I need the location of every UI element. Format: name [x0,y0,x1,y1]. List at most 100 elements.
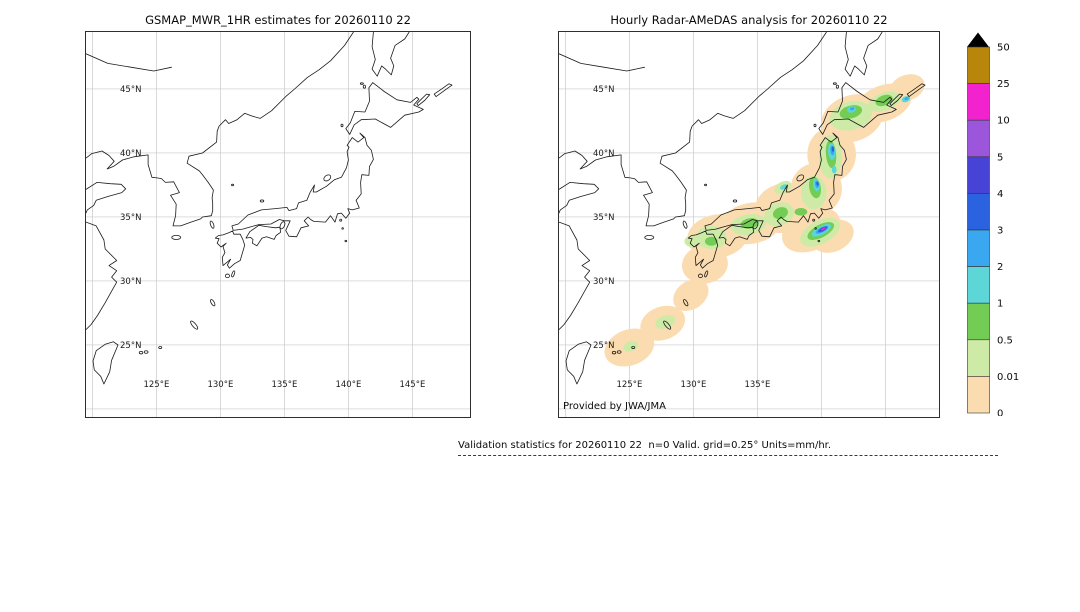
coastline [86,53,172,72]
island-outline [704,183,707,187]
island-outline [171,234,182,240]
lon-tick-label: 135°E [744,380,770,390]
coastline [906,83,926,97]
coastline [718,224,754,247]
lat-tick-label: 30°N [120,277,141,287]
colorbar-segment [967,83,990,121]
coastline [433,83,453,97]
precip-blob [740,218,759,229]
island-outline [231,183,234,187]
lat-tick-label: 25°N [120,341,141,351]
island-outline [832,82,837,85]
lon-tick-label: 135°E [271,380,297,390]
gsmap-panel-title: GSMAP_MWR_1HR estimates for 20260110 22 [145,13,411,27]
coastline [416,93,431,106]
precip-blob [831,146,835,152]
precip-blob [623,340,639,352]
island-outline [814,227,817,230]
coastline [559,182,600,214]
island-outline [663,320,672,330]
coastline [565,341,592,385]
coastline [818,82,897,135]
island-outline [138,350,144,355]
colorbar-segment [967,46,990,84]
island-outline [796,174,805,182]
precip-blob [849,107,855,111]
lon-tick-label: 130°E [207,380,233,390]
island-outline [341,227,344,230]
island-outline [817,239,821,243]
island-outline [209,220,215,229]
colorbar-tick-label: 50 [997,43,1010,54]
colorbar-segment [967,266,990,304]
island-outline [812,218,816,222]
colorbar-segment [967,339,990,377]
island-outline [259,199,265,203]
coastline [245,224,281,247]
island-outline [158,346,163,349]
precip-blob [704,236,718,246]
validation-caption-text: Validation statistics for 20260110 22 n=… [458,440,832,451]
overflow-up-arrow-icon [967,32,989,47]
radar-panel-title: Hourly Radar-AMeDAS analysis for 2026011… [610,13,888,27]
island-outline [704,270,709,278]
island-outline [190,320,199,330]
validation-caption: Validation statistics for 20260110 22 n=… [458,440,998,456]
colorbar-tick-label: 0.5 [997,335,1013,346]
gsmap-panel: GSMAP_MWR_1HR estimates for 20260110 22 … [85,13,471,418]
island-outline [616,350,622,354]
island-outline [340,123,344,128]
island-outline [224,273,230,279]
island-outline [323,174,332,182]
data-credit: Provided by JWA/JMA [563,401,666,412]
radar-map-canvas: 45°N 40°N 35°N 30°N 25°N 125°E 130°E 135°E [559,32,939,417]
coastline [559,221,591,330]
island-outline [752,221,759,230]
colorbar-tick-label: 0.01 [997,372,1019,383]
lat-tick-label: 35°N [593,213,614,223]
lat-tick-label: 25°N [593,341,614,351]
coastline [86,221,118,330]
lon-tick-label: 130°E [680,380,706,390]
island-outline [339,218,343,222]
coastline [889,93,904,106]
colorbar-segment [967,193,990,231]
lon-tick-label: 145°E [399,380,425,390]
island-outline [682,220,688,229]
coastline [559,53,645,72]
colorbar-tick-label: 0 [997,409,1003,417]
precip-blob [816,181,819,186]
precip-blob [821,227,826,230]
gsmap-map-canvas: 45°N 40°N 35°N 30°N 25°N 125°E 130°E 135°E 140°E… [86,32,470,417]
colorbar-tick-label: 3 [997,226,1003,237]
colorbar-segment [967,229,990,267]
colorbar-segment [967,156,990,194]
island-outline [279,221,286,230]
lon-tick-label: 125°E [143,380,169,390]
coastline [559,32,827,227]
lat-tick-label: 40°N [593,149,614,159]
island-outline [210,299,216,307]
coastline [844,32,883,77]
island-outline [143,350,149,354]
lat-tick-label: 40°N [120,149,141,159]
colorbar: 50 25 10 5 4 3 2 1 0.5 0.01 0 [967,32,1019,417]
island-outline [697,273,703,279]
island-outline [644,234,655,240]
lon-tick-label: 125°E [616,380,642,390]
island-outline [835,84,839,89]
radar-amedas-panel: Hourly Radar-AMeDAS analysis for 2026011… [558,13,940,418]
precip-blob [904,97,909,101]
precip-blob [794,208,808,216]
island-outline [611,350,617,355]
colorbar-tick-label: 10 [997,116,1010,127]
island-outline [359,82,364,85]
colorbar-tick-label: 2 [997,262,1003,273]
colorbar-segment [967,119,990,158]
island-outline [231,270,236,278]
coastline [704,132,847,238]
coastline [92,341,119,385]
lat-tick-label: 45°N [120,85,141,95]
island-outline [362,84,366,89]
